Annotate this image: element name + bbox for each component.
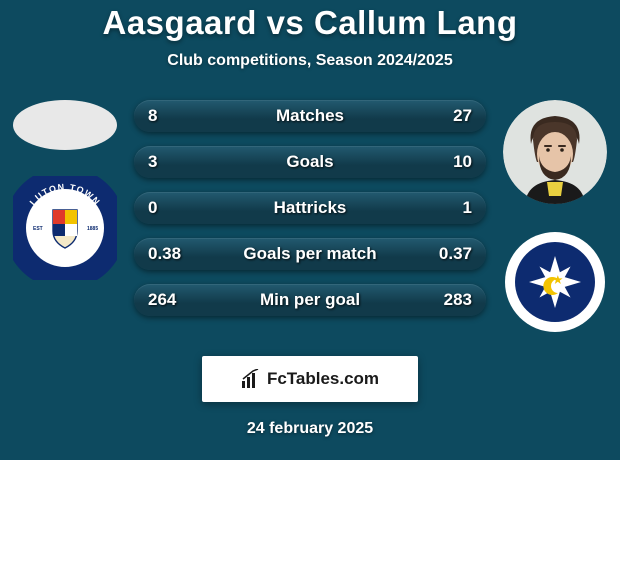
- date-line: 24 february 2025: [0, 420, 620, 438]
- stat-value-a: 8: [148, 106, 157, 126]
- svg-text:1885: 1885: [87, 226, 98, 232]
- player-a-club-badge: LUTON TOWN FOOTBALL CLUB EST 1885: [13, 176, 117, 280]
- comparison-title: Aasgaard vs Callum Lang: [0, 0, 620, 42]
- luton-badge-icon: LUTON TOWN FOOTBALL CLUB EST 1885: [13, 176, 117, 280]
- stat-label: Hattricks: [274, 198, 347, 218]
- content-row: LUTON TOWN FOOTBALL CLUB EST 1885: [0, 70, 620, 334]
- stat-row: 0 Hattricks 1: [134, 192, 486, 224]
- portsmouth-badge-icon: [503, 230, 607, 334]
- stat-row: 0.38 Goals per match 0.37: [134, 238, 486, 270]
- player-b-avatar: [503, 100, 607, 204]
- stat-value-b: 27: [453, 106, 472, 126]
- stat-label: Min per goal: [260, 290, 360, 310]
- brand-box[interactable]: FcTables.com: [202, 356, 418, 402]
- stat-value-b: 10: [453, 152, 472, 172]
- stat-label: Matches: [276, 106, 344, 126]
- stat-value-b: 0.37: [439, 244, 472, 264]
- subtitle: Club competitions, Season 2024/2025: [0, 52, 620, 70]
- player-b-name: Callum Lang: [314, 4, 518, 41]
- player-a-name: Aasgaard: [103, 4, 257, 41]
- stat-value-b: 1: [463, 198, 472, 218]
- brand-text: FcTables.com: [267, 369, 379, 389]
- player-a-avatar: [13, 100, 117, 150]
- stat-label: Goals per match: [243, 244, 376, 264]
- stat-value-a: 264: [148, 290, 176, 310]
- stat-value-b: 283: [444, 290, 472, 310]
- stat-value-a: 3: [148, 152, 157, 172]
- stat-row: 8 Matches 27: [134, 100, 486, 132]
- stats-column: 8 Matches 27 3 Goals 10 0 Hattricks 1 0.38 Goals p…: [134, 100, 486, 316]
- right-column: [496, 100, 614, 334]
- stat-row: 3 Goals 10: [134, 146, 486, 178]
- left-column: LUTON TOWN FOOTBALL CLUB EST 1885: [6, 100, 124, 280]
- svg-text:EST: EST: [33, 226, 43, 232]
- stat-value-a: 0: [148, 198, 157, 218]
- vs-label: vs: [267, 4, 305, 41]
- stat-row: 264 Min per goal 283: [134, 284, 486, 316]
- chart-icon: [241, 369, 261, 389]
- comparison-card: Aasgaard vs Callum Lang Club competition…: [0, 0, 620, 460]
- stat-label: Goals: [286, 152, 333, 172]
- player-b-club-badge: [503, 230, 607, 334]
- player-b-face-icon: [503, 100, 607, 204]
- stat-value-a: 0.38: [148, 244, 181, 264]
